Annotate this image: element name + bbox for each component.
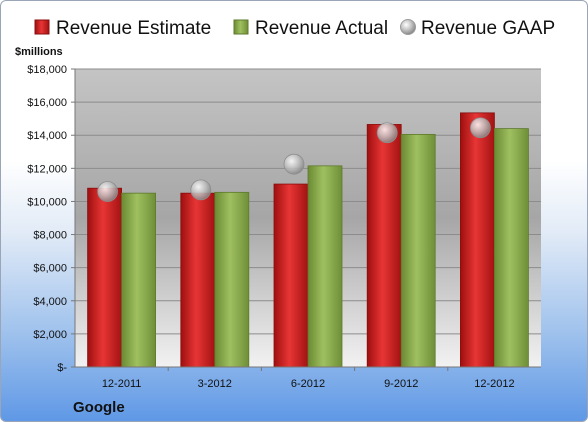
actual-bar: [121, 192, 156, 368]
gaap-marker: [283, 153, 305, 175]
estimate-bar: [180, 192, 216, 368]
y-tick-label: $6,000: [33, 263, 67, 275]
y-tick-label: $14,000: [27, 130, 67, 142]
gaap-marker: [376, 122, 398, 144]
legend-marker-gaap: [400, 19, 416, 35]
actual-bar: [307, 165, 343, 368]
estimate-bar: [459, 112, 495, 368]
y-tick-label: $2,000: [33, 329, 67, 341]
company-name: Google: [73, 399, 125, 416]
x-tick-label: 12-2011: [102, 378, 142, 390]
y-axis-unit-label: $millions: [15, 46, 63, 58]
y-tick-label: $10,000: [27, 196, 67, 208]
gaap-markers: [97, 117, 491, 202]
gaap-marker: [190, 179, 212, 201]
legend-label-gaap: Revenue GAAP: [421, 18, 555, 39]
actual-bar: [493, 128, 529, 368]
x-tick-label: 6-2012: [291, 378, 325, 390]
legend: Revenue Estimate Revenue Actual Revenue …: [34, 18, 555, 39]
y-tick-label: $8,000: [33, 230, 67, 242]
estimate-bar: [87, 187, 122, 368]
y-tick-label: $16,000: [27, 97, 67, 109]
gaap-marker: [469, 117, 491, 139]
estimate-bar: [366, 124, 402, 368]
x-tick-label: 12-2012: [474, 378, 514, 390]
legend-swatch-actual: [233, 19, 249, 35]
y-tick-label: $18,000: [27, 64, 67, 76]
x-tick-label: 9-2012: [384, 378, 418, 390]
legend-label-estimate: Revenue Estimate: [56, 18, 211, 39]
bars: [87, 112, 529, 368]
x-axis-ticks: 12-2011 3-2012 6-2012 9-2012 12-2012: [102, 367, 515, 390]
legend-swatch-estimate: [34, 19, 50, 35]
legend-label-actual: Revenue Actual: [255, 18, 388, 39]
y-tick-label: $4,000: [33, 296, 67, 308]
x-tick-label: 3-2012: [198, 378, 232, 390]
y-axis-ticks: $- $2,000 $4,000 $6,000 $8,000 $10,000 $12,000…: [27, 64, 76, 374]
actual-bar: [400, 133, 436, 368]
y-tick-label: $12,000: [27, 163, 67, 175]
gaap-marker: [97, 181, 118, 202]
actual-bar: [214, 191, 250, 368]
y-tick-label: $-: [57, 362, 67, 374]
estimate-bar: [273, 183, 309, 368]
